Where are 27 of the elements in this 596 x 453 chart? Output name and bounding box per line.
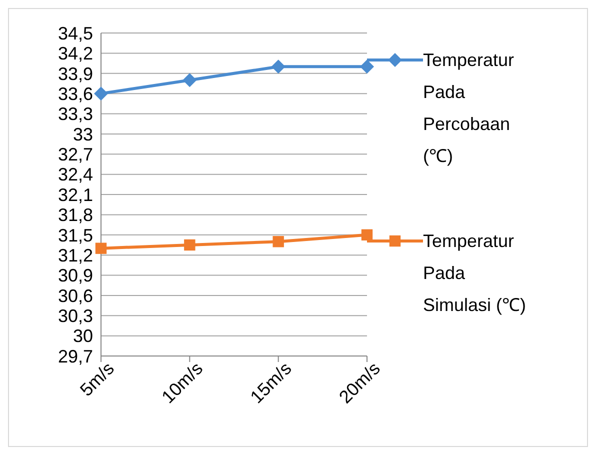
y-tick-label: 33,6 <box>58 84 93 104</box>
y-tick-label: 31,2 <box>58 245 93 266</box>
y-tick-label: 31,5 <box>58 225 93 246</box>
point <box>184 239 196 251</box>
y-tick-label: 31,8 <box>58 205 93 226</box>
y-tick-label: 32,1 <box>58 184 93 205</box>
point <box>95 242 107 254</box>
y-tick-label: 30,6 <box>58 286 93 306</box>
point <box>182 73 197 88</box>
point <box>271 60 286 74</box>
y-tick-label: 29,7 <box>58 346 93 366</box>
y-tick-label: 30 <box>72 326 93 346</box>
point <box>360 60 374 74</box>
legend-label: Temperatur Pada Simulasi (℃) <box>423 230 528 317</box>
point <box>361 229 373 240</box>
y-tick-label: 34,2 <box>58 44 93 64</box>
legend-label: Temperatur Pada Percobaan (℃) <box>423 49 516 168</box>
y-tick-label: 30,9 <box>58 266 93 286</box>
y-tick-label: 33,9 <box>58 64 93 84</box>
y-tick-label: 32,7 <box>58 144 93 165</box>
point <box>94 86 108 101</box>
y-tick-label: 30,3 <box>58 306 93 326</box>
y-tick-label: 32,4 <box>58 164 93 185</box>
y-tick-label: 34,5 <box>58 23 93 44</box>
point <box>272 236 284 248</box>
y-tick-label: 33 <box>72 124 93 144</box>
y-tick-label: 33,3 <box>58 104 93 124</box>
